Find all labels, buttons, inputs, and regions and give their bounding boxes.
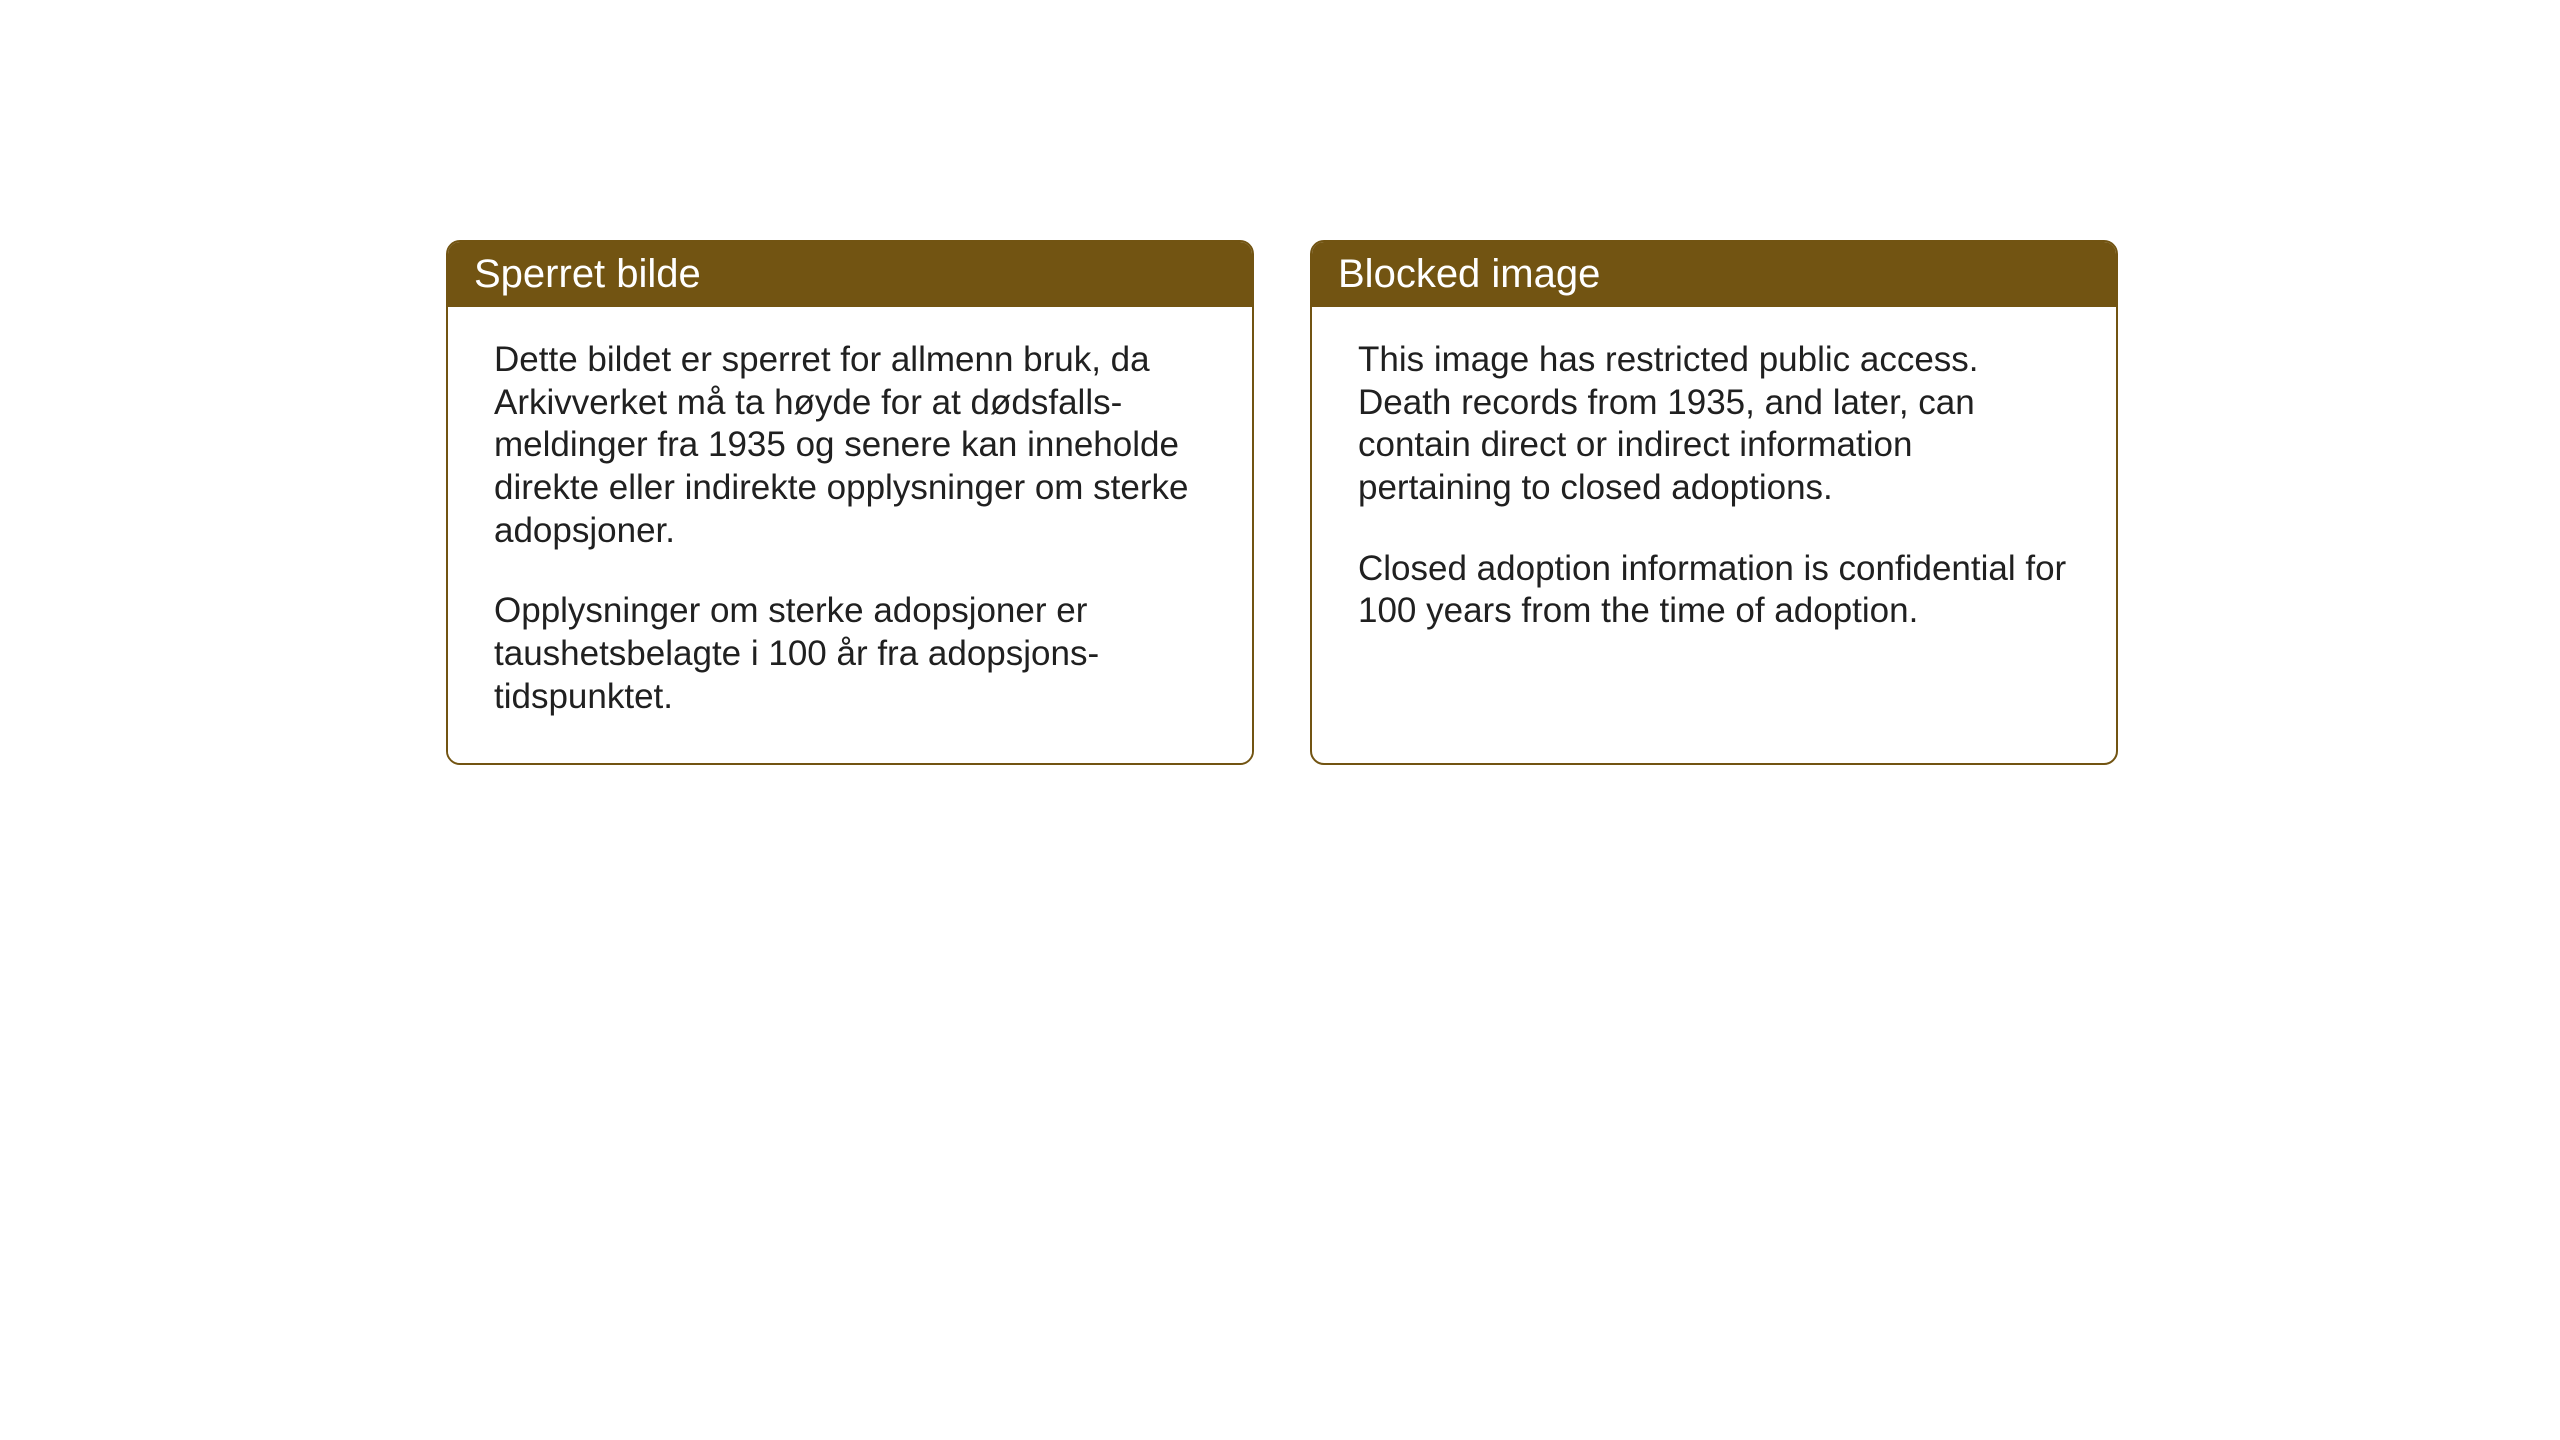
card-paragraph: Closed adoption information is confident…: [1358, 548, 2070, 633]
notice-card-english: Blocked image This image has restricted …: [1310, 240, 2118, 765]
notice-card-norwegian: Sperret bilde Dette bildet er sperret fo…: [446, 240, 1254, 765]
card-body-norwegian: Dette bildet er sperret for allmenn bruk…: [448, 307, 1252, 763]
card-title-english: Blocked image: [1338, 252, 1600, 296]
card-paragraph: Dette bildet er sperret for allmenn bruk…: [494, 339, 1206, 552]
card-header-english: Blocked image: [1312, 242, 2116, 307]
card-paragraph: Opplysninger om sterke adopsjoner er tau…: [494, 590, 1206, 718]
card-header-norwegian: Sperret bilde: [448, 242, 1252, 307]
card-paragraph: This image has restricted public access.…: [1358, 339, 2070, 510]
card-body-english: This image has restricted public access.…: [1312, 307, 2116, 677]
notice-container: Sperret bilde Dette bildet er sperret fo…: [446, 240, 2118, 765]
card-title-norwegian: Sperret bilde: [474, 252, 701, 296]
